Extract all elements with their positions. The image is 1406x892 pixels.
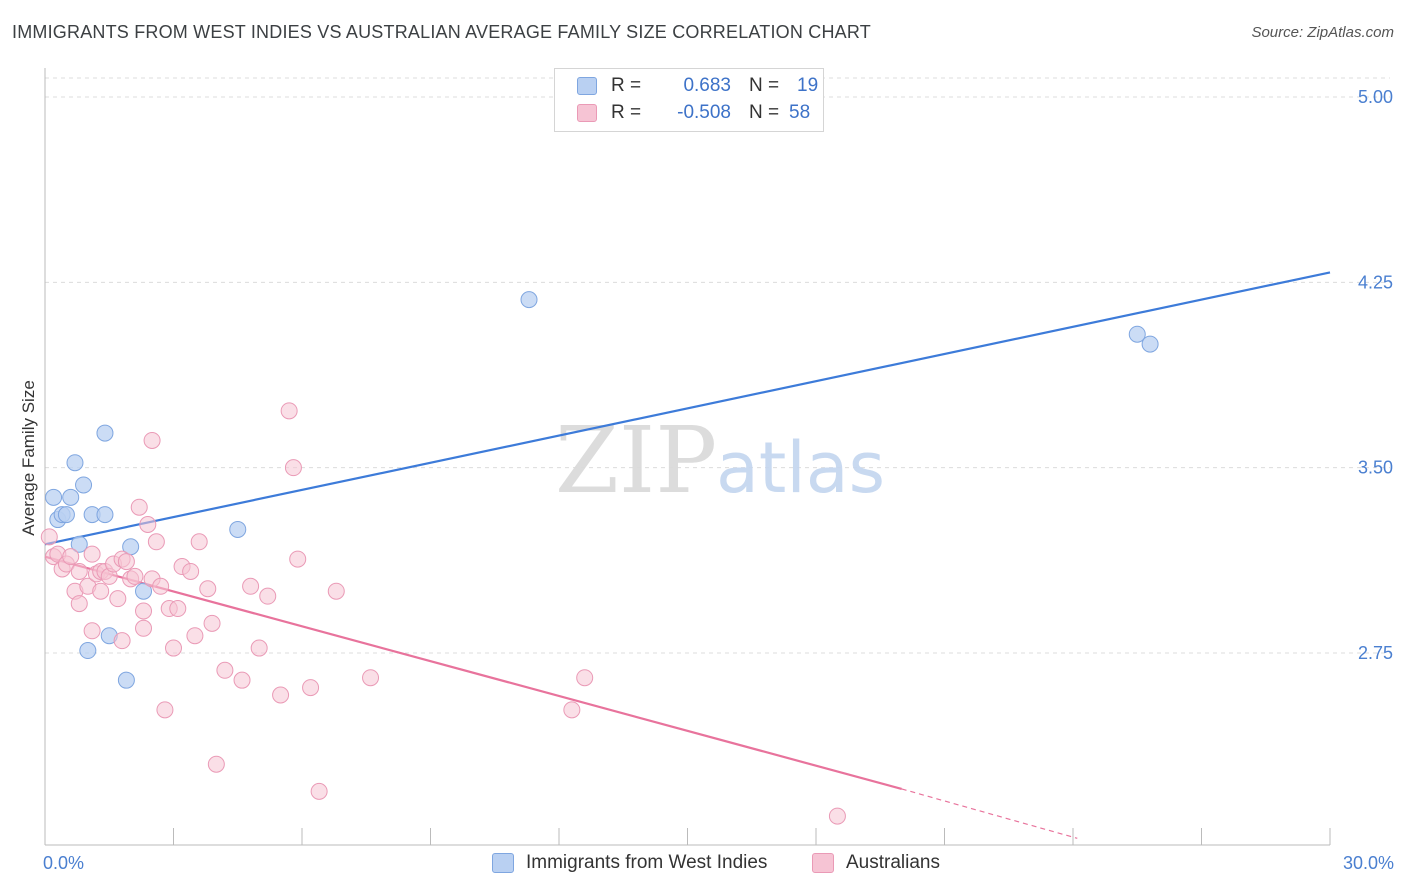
x-tick-label: 0.0% (43, 853, 84, 873)
point-australians (289, 550, 307, 568)
point-australians (135, 602, 153, 620)
legend-r-label: R = (611, 75, 642, 96)
point-australians (117, 553, 135, 571)
trendline-australians-extension (901, 788, 1078, 839)
point-west-indies (62, 488, 80, 506)
point-west-indies (229, 520, 247, 538)
point-australians (828, 807, 846, 825)
point-west-indies (96, 506, 114, 524)
point-australians (130, 498, 148, 516)
y-axis-label: Average Family Size (19, 380, 38, 536)
point-australians (284, 459, 302, 477)
point-australians (165, 639, 182, 657)
correlation-legend: R = 0.683 N = 19 R = -0.508 N = 58 (554, 68, 824, 132)
point-australians (147, 533, 165, 551)
point-australians (143, 431, 161, 449)
point-australians (169, 600, 187, 618)
x-tick-label: 30.0% (1343, 853, 1394, 873)
legend-r-label: R = (611, 102, 642, 123)
legend-row-west-indies: R = 0.683 N = 19 (577, 75, 818, 97)
data-points (40, 291, 1159, 825)
point-australians (199, 580, 217, 598)
bottom-legend-label: Australians (846, 852, 940, 873)
source-credit: Source: ZipAtlas.com (1251, 24, 1394, 41)
tick-labels: 2.75 3.50 4.25 5.00 0.0% 30.0% (43, 87, 1394, 873)
y-tick-label: 2.75 (1358, 643, 1393, 663)
point-australians (109, 590, 127, 608)
point-australians (216, 661, 234, 679)
point-australians (310, 782, 328, 800)
point-west-indies (520, 291, 538, 309)
point-australians (126, 567, 144, 585)
point-australians (83, 545, 101, 563)
legend-swatch-blue (577, 77, 597, 95)
bottom-legend-swatch-pink (812, 853, 834, 873)
point-west-indies (117, 671, 135, 689)
point-west-indies (66, 454, 84, 472)
point-australians (272, 686, 290, 704)
point-australians (242, 577, 260, 595)
point-australians (182, 562, 200, 580)
point-west-indies (96, 424, 114, 442)
point-australians (139, 516, 157, 534)
point-west-indies (1141, 335, 1159, 353)
point-australians (156, 701, 174, 719)
point-australians (113, 632, 131, 650)
point-west-indies (45, 488, 63, 506)
y-tick-label: 5.00 (1358, 87, 1393, 107)
watermark: ZIP atlas (555, 407, 885, 514)
gridlines (45, 77, 1390, 654)
point-australians (70, 595, 88, 613)
point-australians (135, 619, 153, 637)
legend-swatch-pink (577, 104, 597, 122)
trendline-australians (44, 555, 902, 790)
legend-row-australians: R = -0.508 N = 58 (577, 102, 810, 124)
legend-n-value: 19 (797, 75, 819, 96)
bottom-legend-label: Immigrants from West Indies (526, 852, 768, 873)
bottom-legend-west-indies: Immigrants from West Indies (492, 852, 767, 874)
point-australians (327, 582, 345, 600)
bottom-legend-swatch-blue (492, 853, 514, 873)
point-west-indies (1128, 325, 1146, 343)
point-australians (302, 679, 320, 697)
watermark-zip: ZIP (555, 407, 717, 514)
point-australians (186, 627, 204, 645)
point-australians (70, 562, 88, 580)
point-west-indies (79, 642, 97, 660)
legend-n-value: 58 (789, 102, 811, 123)
point-australians (576, 669, 594, 687)
legend-r-value: -0.508 (677, 102, 731, 123)
chart-title: IMMIGRANTS FROM WEST INDIES VS AUSTRALIA… (12, 22, 871, 42)
trendlines (44, 271, 1331, 839)
point-australians (563, 701, 581, 719)
point-australians (250, 639, 268, 657)
legend-n-label: N = (749, 102, 780, 123)
point-west-indies (75, 476, 93, 494)
point-australians (203, 614, 221, 632)
point-australians (207, 755, 225, 773)
y-tick-label: 3.50 (1358, 458, 1393, 478)
point-australians (280, 402, 298, 420)
legend-n-label: N = (749, 75, 780, 96)
axes (44, 68, 1331, 846)
point-australians (152, 577, 170, 595)
point-australians (190, 533, 208, 551)
point-west-indies (57, 506, 75, 524)
point-australians (62, 548, 80, 566)
trendline-west-indies (44, 271, 1331, 546)
y-tick-label: 4.25 (1358, 272, 1393, 292)
point-australians (259, 587, 277, 605)
point-west-indies (135, 582, 153, 600)
watermark-atlas: atlas (716, 427, 885, 509)
point-australians (83, 622, 101, 640)
point-australians (362, 669, 380, 687)
bottom-legend-australians: Australians (812, 852, 940, 874)
point-australians (40, 528, 58, 546)
point-west-indies (70, 535, 88, 553)
point-australians (92, 582, 110, 600)
point-australians (233, 671, 251, 689)
legend-r-value: 0.683 (683, 75, 731, 96)
